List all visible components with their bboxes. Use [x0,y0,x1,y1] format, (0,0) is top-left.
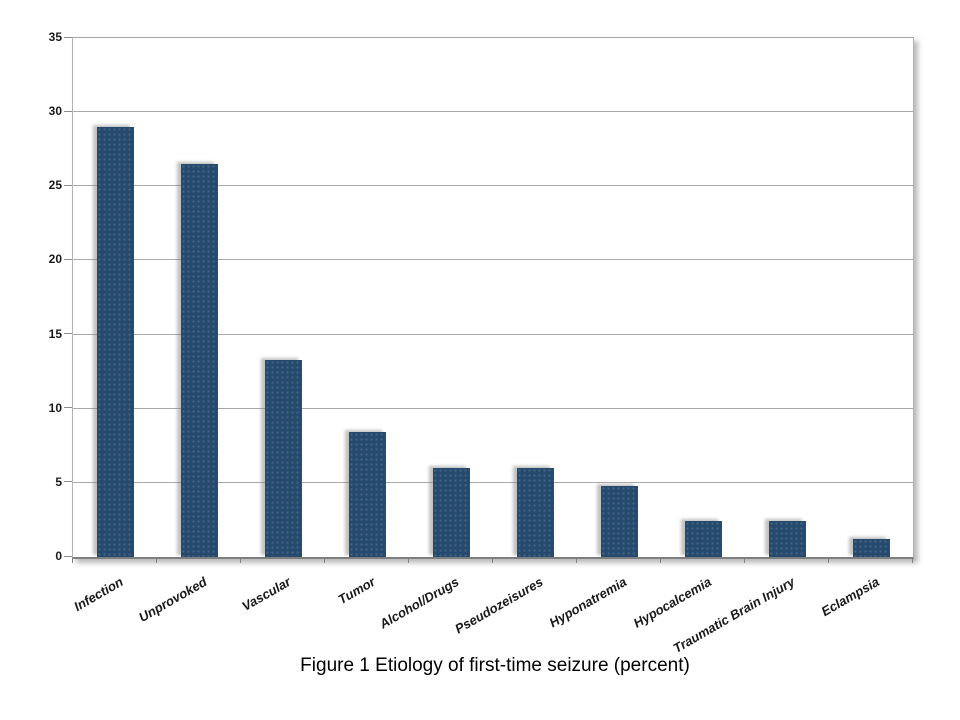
bar [432,468,470,557]
bar [852,539,890,557]
gridline [73,111,913,113]
bar [684,521,722,557]
y-axis-label: 35 [48,30,62,44]
bar [96,126,134,557]
x-axis-label: Hyponatremia [546,574,630,631]
y-axis-tick [64,36,72,38]
bar [768,521,806,557]
y-axis-tick [64,555,72,557]
y-axis-tick [64,184,72,186]
y-axis-label: 25 [48,178,62,193]
y-axis-label: 5 [55,474,62,489]
y-axis-tick [64,333,72,335]
gridline [73,407,913,409]
plot-area [72,37,914,559]
x-axis-label: Eclampsia [818,574,882,620]
y-axis-label: 10 [48,400,62,415]
bar [180,164,218,557]
gridline [73,333,913,335]
y-axis-tick [64,407,72,409]
gridline [73,481,913,483]
bar [264,359,302,557]
y-axis-tick [64,258,72,260]
gridline [73,185,913,187]
y-axis-label: 15 [48,326,62,341]
bar [600,485,638,557]
bar [348,432,386,557]
y-axis-tick [64,481,72,483]
x-axis-label: Tumor [335,574,378,608]
x-axis-label: Infection [71,574,126,615]
x-axis-label: Traumatic Brain Injury [670,574,798,656]
figure-caption: Figure 1 Etiology of first-time seizure … [300,655,690,676]
x-axis-label: Alcohol/Drugs [377,574,462,632]
y-axis-label: 0 [55,549,62,563]
bar [516,468,554,557]
gridline [73,259,913,261]
x-axis-label: Hypocalcemia [630,574,714,631]
x-axis-label: Vascular [239,574,294,614]
y-axis-label: 20 [48,252,62,267]
x-axis-label: Unprovoked [136,574,210,625]
y-axis-tick [64,110,72,112]
y-axis-label: 30 [48,104,62,119]
x-axis-label: Pseudozeisures [452,574,546,637]
